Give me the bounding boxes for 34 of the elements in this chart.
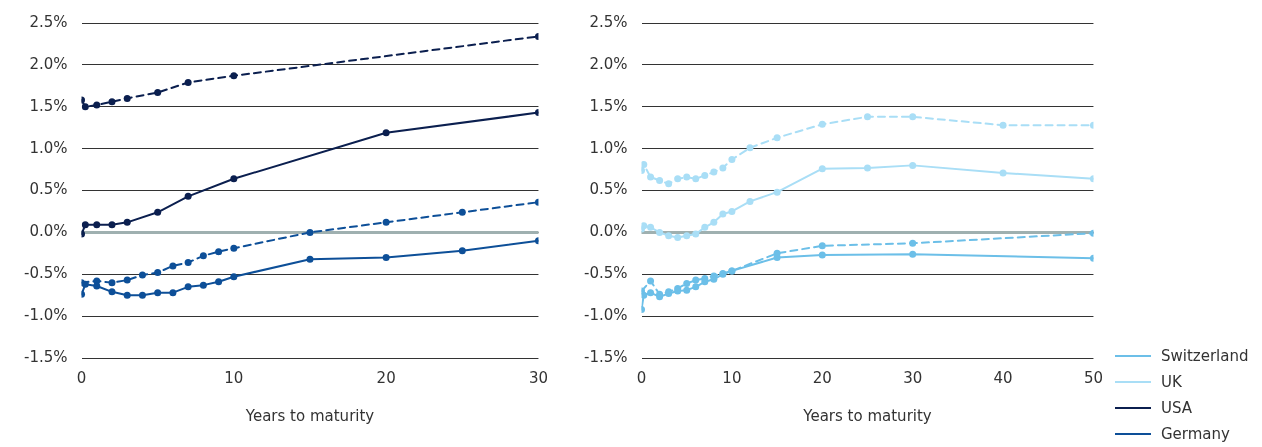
legend-label: Switzerland (1161, 347, 1249, 365)
y-tick-label: 2.5% (29, 12, 68, 31)
legend-label: Germany (1161, 425, 1230, 443)
y-tick-label: -1.5% (23, 347, 68, 366)
y-tick-label: 2.0% (29, 54, 68, 73)
y-tick-label: -0.5% (23, 264, 68, 283)
y-tick-label: 1.0% (589, 138, 628, 157)
legend-label: USA (1161, 399, 1193, 417)
x-tick-label: 20 (812, 368, 832, 387)
y-tick-label: 2.0% (589, 54, 628, 73)
x-tick-label: 40 (993, 368, 1013, 387)
x-tick-label: 20 (376, 368, 396, 387)
y-tick-label: 0.5% (29, 180, 68, 199)
x-tick-label: 30 (528, 368, 548, 387)
y-tick-label: 1.0% (29, 138, 68, 157)
x-axis-title: Years to maturity (244, 406, 375, 425)
legend-label: UK (1161, 373, 1182, 391)
y-tick-label: -1.0% (23, 306, 68, 325)
y-tick-label: -1.0% (583, 306, 628, 325)
y-tick-label: -0.5% (583, 264, 628, 283)
y-tick-label: 0.0% (589, 222, 628, 241)
y-tick-label: 1.5% (589, 96, 628, 115)
y-tick-label: -1.5% (583, 347, 628, 366)
x-axis-title: Years to maturity (802, 406, 932, 425)
y-tick-label: 1.5% (29, 96, 68, 115)
x-tick-label: 10 (224, 368, 244, 387)
x-tick-label: 10 (722, 368, 742, 387)
y-tick-label: 0.5% (589, 180, 628, 199)
y-tick-label: 2.5% (589, 12, 628, 31)
x-tick-label: 0 (636, 368, 647, 387)
x-tick-label: 0 (76, 368, 87, 387)
x-tick-label: 30 (903, 368, 923, 387)
x-tick-label: 50 (1083, 368, 1103, 387)
y-tick-label: 0.0% (29, 222, 68, 241)
